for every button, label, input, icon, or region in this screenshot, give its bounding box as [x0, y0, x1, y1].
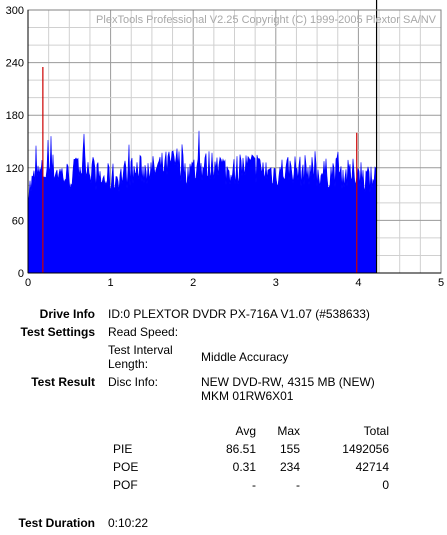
row-poe-max: 234	[279, 460, 300, 474]
col-max-header: Max	[277, 424, 300, 438]
chart-axes	[27, 0, 442, 274]
test-interval-label-line1: Test Interval	[108, 343, 173, 357]
drive-info-value: ID:0 PLEXTOR DVDR PX-716A V1.07 (#538633…	[108, 307, 370, 321]
x-tick-label: 1	[108, 277, 114, 289]
poe-spike-series	[42, 66, 358, 273]
disc-info-line1: NEW DVD-RW, 4315 MB (NEW)	[201, 375, 375, 389]
row-pof-max: -	[296, 478, 300, 492]
row-pof-total: 0	[382, 478, 389, 492]
test-duration-label: Test Duration	[18, 516, 95, 530]
y-tick-label: 120	[6, 163, 24, 175]
row-poe-total: 42714	[355, 460, 389, 474]
disc-info-label: Disc Info:	[108, 375, 159, 389]
row-poe-avg: 0.31	[232, 460, 256, 474]
col-avg-header: Avg	[235, 424, 256, 438]
pie-area-series	[27, 130, 377, 274]
y-tick-label: 180	[6, 110, 24, 122]
col-total-header: Total	[363, 424, 389, 438]
row-pof-name: POF	[113, 478, 138, 492]
disc-info-line2: MKM 01RW6X01	[201, 389, 294, 403]
test-result-label: Test Result	[31, 375, 95, 389]
chart-title: PlexTools Professional V2.25 Copyright (…	[96, 14, 437, 26]
chart-tick-labels: 0 1 2 3 4 5 0 60 120 180 240 300	[6, 5, 444, 289]
pie-area-path	[27, 130, 377, 274]
y-tick-label: 0	[18, 268, 24, 280]
x-tick-label: 2	[190, 277, 196, 289]
test-interval-label-line2: Length:	[108, 357, 149, 371]
test-interval-value: Middle Accuracy	[201, 350, 289, 364]
row-pie-avg: 86.51	[225, 442, 256, 456]
row-poe-name: POE	[113, 460, 139, 474]
y-tick-label: 300	[6, 5, 24, 17]
row-pie-max: 155	[279, 442, 300, 456]
x-tick-label: 3	[273, 277, 279, 289]
x-tick-label: 5	[438, 277, 444, 289]
x-tick-label: 0	[25, 277, 31, 289]
read-speed-label: Read Speed:	[108, 325, 179, 339]
row-pie-name: PIE	[113, 442, 133, 456]
pie-pof-chart: 0 1 2 3 4 5 0 60 120 180 240 300 PlexTools Professi…	[6, 0, 444, 289]
y-tick-label: 60	[12, 215, 24, 227]
x-tick-label: 4	[355, 277, 361, 289]
drive-info-label: Drive Info	[39, 307, 95, 321]
test-duration-value: 0:10:22	[108, 516, 149, 530]
y-tick-label: 240	[6, 58, 24, 70]
row-pof-avg: -	[252, 478, 256, 492]
test-settings-label: Test Settings	[20, 325, 95, 339]
row-pie-total: 1492056	[342, 442, 389, 456]
